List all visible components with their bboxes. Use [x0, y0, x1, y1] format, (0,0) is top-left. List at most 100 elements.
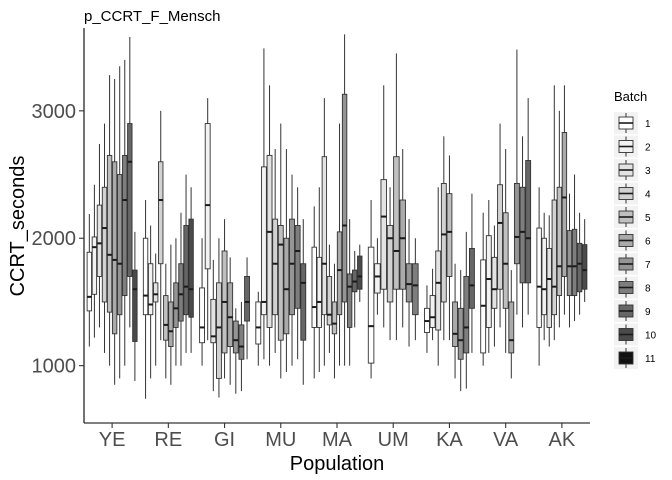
box-batch-6	[399, 199, 406, 290]
box-batch-1	[86, 251, 93, 312]
box-group-ye	[86, 36, 138, 385]
box-batch-7	[405, 263, 413, 303]
y-axis: 1000 2000 3000	[32, 101, 84, 378]
box-batch-4	[386, 225, 394, 303]
box-batch-5	[502, 212, 509, 309]
x-tick-label: UM	[378, 429, 409, 451]
box-batch-7	[173, 282, 179, 328]
box-batch-6	[283, 237, 290, 335]
x-tick-label: AK	[549, 429, 576, 451]
box-batch-4	[440, 183, 447, 303]
box-batch-2	[147, 263, 154, 316]
x-axis: YE RE GI MU MA UM KA VA AK	[99, 423, 576, 451]
box-batch-3	[96, 204, 103, 277]
box-batch-3	[380, 179, 387, 290]
box-batch-8	[463, 276, 470, 354]
x-tick-label: RE	[154, 429, 182, 451]
box-batch-8	[519, 186, 526, 284]
box-batch-7	[566, 230, 573, 297]
box-batch-3	[546, 247, 552, 328]
y-axis-title: CCRT_seconds	[7, 156, 29, 297]
legend-label-9: 9	[645, 307, 651, 318]
box-batch-8	[346, 273, 353, 328]
legend-label-3: 3	[645, 166, 651, 177]
x-tick-label: VA	[493, 429, 519, 451]
box-group-ma	[311, 34, 363, 379]
box-batch-3	[210, 298, 217, 344]
box-batch-6	[452, 301, 458, 347]
box-batch-4	[497, 184, 503, 290]
box-group-ak	[536, 85, 588, 366]
box-batch-8	[122, 154, 128, 297]
box-batch-5	[393, 156, 400, 290]
box-batch-5	[331, 301, 338, 335]
chart-title: p_CCRT_F_Mensch	[84, 8, 220, 25]
box-batch-3	[266, 154, 273, 328]
box-batch-4	[158, 161, 164, 265]
box-batch-4	[272, 218, 279, 316]
legend-label-7: 7	[645, 260, 651, 271]
box-batch-9	[183, 225, 189, 316]
box-batch-8	[238, 324, 245, 360]
box-batch-1	[311, 246, 317, 328]
box-batch-3	[153, 282, 159, 303]
legend-label-10: 10	[645, 331, 657, 342]
x-tick-label: MU	[265, 429, 296, 451]
box-group-ka	[424, 136, 475, 392]
box-batch-7	[117, 174, 123, 316]
legend-label-5: 5	[645, 213, 651, 224]
box-batch-10	[357, 255, 363, 290]
box-batch-9	[469, 247, 475, 309]
box-batch-10	[132, 269, 138, 342]
box-batch-2	[204, 123, 211, 270]
box-batch-5	[106, 154, 113, 313]
box-batch-9	[300, 263, 307, 341]
box-batch-2	[374, 263, 381, 294]
x-tick-label: MA	[322, 429, 353, 451]
x-axis-title: Population	[290, 453, 385, 475]
box-batch-4	[326, 276, 333, 326]
box-batch-5	[163, 295, 169, 341]
box-batch-7	[513, 183, 520, 265]
box-batch-1	[536, 227, 542, 328]
box-batch-8	[412, 263, 419, 316]
box-group-va	[480, 49, 532, 379]
box-batch-7	[232, 320, 239, 354]
box-batch-2	[316, 256, 322, 328]
box-batch-2	[541, 237, 547, 316]
box-batch-7	[341, 93, 348, 303]
box-batch-5	[446, 193, 453, 277]
legend-label-11: 11	[645, 354, 656, 365]
box-batch-3	[435, 250, 442, 331]
box-batch-1	[142, 237, 149, 316]
box-batch-9	[576, 242, 583, 293]
box-group-mu	[255, 48, 307, 385]
box-batch-9	[127, 123, 133, 277]
legend-label-2: 2	[645, 143, 651, 154]
y-tick-label: 1000	[32, 356, 77, 378]
box-batch-5	[556, 186, 563, 297]
box-batch-4	[551, 199, 557, 316]
box-batch-8	[571, 228, 578, 297]
y-tick-label: 3000	[32, 101, 77, 123]
box-batch-2	[429, 295, 436, 328]
box-batch-4	[216, 282, 222, 379]
box-batch-6	[111, 161, 118, 335]
x-tick-label: YE	[99, 429, 126, 451]
box-batch-9	[244, 276, 250, 322]
legend-label-4: 4	[645, 190, 651, 201]
box-batch-4	[101, 186, 108, 303]
box-batch-9	[525, 160, 532, 284]
box-batch-6	[561, 132, 568, 277]
legend-title: Batch	[614, 89, 647, 104]
x-tick-label: GI	[214, 429, 235, 451]
box-batch-2	[260, 166, 267, 316]
legend-label-8: 8	[645, 284, 651, 295]
box-batch-1	[199, 287, 205, 344]
box-batch-8	[178, 263, 184, 322]
y-tick-label: 2000	[32, 228, 77, 250]
plot-area	[86, 34, 588, 399]
box-batch-6	[168, 301, 174, 347]
legend-label-1: 1	[645, 119, 651, 130]
